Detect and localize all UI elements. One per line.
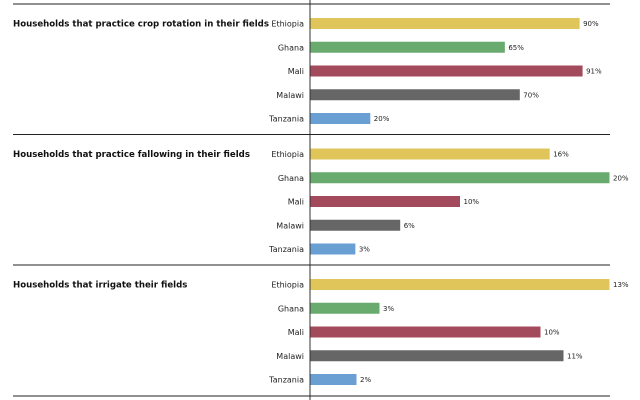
data-label: 11%: [567, 352, 583, 360]
panel-title: Households that practice fallowing in th…: [13, 150, 250, 160]
data-label: 10%: [464, 198, 480, 206]
category-label: Mali: [288, 198, 304, 207]
bar-ethiopia: [310, 279, 610, 290]
bar-tanzania: [310, 243, 356, 255]
category-label: Ghana: [278, 304, 304, 313]
data-label: 13%: [613, 281, 629, 289]
category-label: Tanzania: [268, 245, 304, 254]
data-label: 6%: [404, 222, 415, 230]
data-label: 20%: [374, 115, 390, 123]
bar-mali: [310, 196, 460, 207]
bar-ghana: [310, 172, 610, 184]
category-label: Ghana: [278, 174, 304, 183]
bar-ethiopia: [310, 18, 580, 29]
category-label: Tanzania: [268, 376, 304, 385]
bar-malawi: [310, 89, 520, 101]
category-label: Tanzania: [268, 115, 304, 124]
category-label: Malawi: [276, 91, 304, 100]
bar-mali: [310, 65, 583, 77]
data-label: 3%: [359, 246, 370, 254]
panel-title: Households that irrigate their fields: [13, 281, 187, 291]
panel-title: Households that practice crop rotation i…: [13, 20, 269, 30]
data-label: 90%: [583, 20, 599, 28]
data-label: 65%: [508, 44, 524, 52]
category-label: Ethiopia: [271, 150, 304, 159]
category-label: Malawi: [276, 352, 304, 361]
category-label: Ethiopia: [271, 20, 304, 29]
data-label: 10%: [544, 329, 560, 337]
bar-ghana: [310, 302, 380, 314]
category-label: Ghana: [278, 43, 304, 52]
bar-ghana: [310, 41, 505, 53]
category-label: Mali: [288, 328, 304, 337]
bar-tanzania: [310, 374, 357, 385]
data-label: 70%: [523, 91, 539, 99]
category-label: Mali: [288, 67, 304, 76]
bar-mali: [310, 326, 541, 338]
data-label: 2%: [360, 376, 371, 384]
bar-ethiopia: [310, 148, 550, 160]
bar-tanzania: [310, 113, 371, 124]
data-label: 91%: [586, 68, 602, 76]
category-label: Malawi: [276, 221, 304, 230]
category-label: Ethiopia: [271, 281, 304, 290]
data-label: 16%: [553, 151, 569, 159]
data-label: 3%: [383, 305, 394, 313]
data-label: 20%: [613, 174, 629, 182]
bar-malawi: [310, 350, 564, 362]
bar-malawi: [310, 219, 401, 231]
